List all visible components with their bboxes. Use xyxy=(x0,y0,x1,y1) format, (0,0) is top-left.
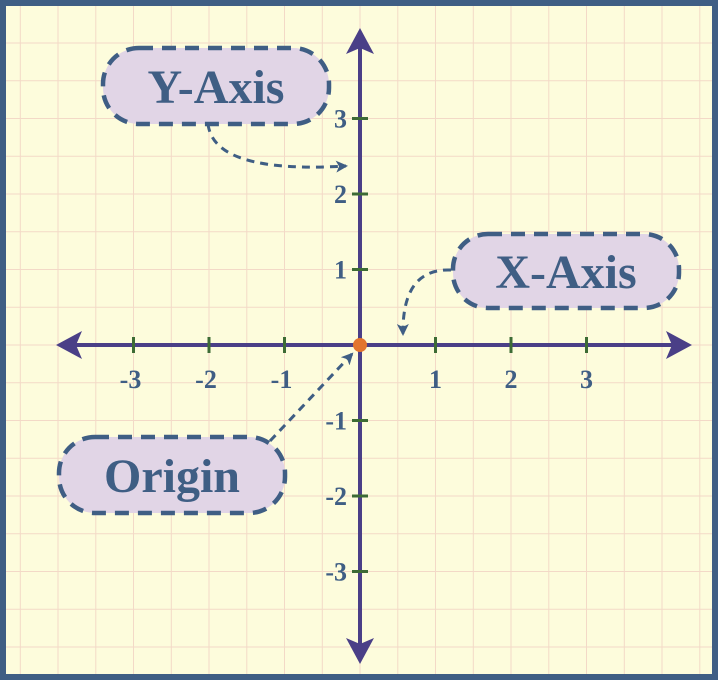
y-axis-bottom-arrow xyxy=(346,638,374,664)
y-axis-callout-box xyxy=(100,45,332,127)
axis-ticks xyxy=(132,117,588,573)
y-axis-tick-label: 1 xyxy=(334,256,347,285)
y-axis-callout: Y-Axis xyxy=(100,45,348,173)
origin-pointer-arrow xyxy=(268,352,354,443)
y-axis-tick-label: 2 xyxy=(334,180,347,209)
y-axis-pointer-arrow xyxy=(206,123,348,173)
x-axis-right-arrow xyxy=(666,331,692,359)
origin-callout-label: Origin xyxy=(104,450,240,503)
y-axis-tick-label: -2 xyxy=(325,482,347,511)
x-axis-tick-label: -3 xyxy=(120,365,142,394)
x-axis-callout: X-Axis xyxy=(396,231,682,336)
x-axis-tick-label: -2 xyxy=(195,365,217,394)
x-axis-tick-label: 1 xyxy=(429,365,442,394)
x-axis-tick-label: -1 xyxy=(271,365,293,394)
x-axis-callout-box xyxy=(450,231,682,311)
x-axis-tick-label: 3 xyxy=(580,365,593,394)
origin-point xyxy=(353,338,367,352)
x-axis-tick-label: 2 xyxy=(505,365,518,394)
y-axis-callout-label: Y-Axis xyxy=(148,61,285,114)
y-axis-tick-label: -1 xyxy=(325,407,347,436)
x-axis-left-arrow xyxy=(56,331,82,359)
axis-tick-labels: -3 -2 -1 1 2 3 3 2 1 -1 -2 -3 xyxy=(120,105,593,587)
y-axis-top-arrow xyxy=(346,28,374,54)
origin-callout: Origin xyxy=(56,352,354,516)
y-axis-tick-label: 3 xyxy=(334,105,347,134)
origin-callout-box xyxy=(56,434,288,516)
x-axis-callout-label: X-Axis xyxy=(495,246,636,299)
x-axis xyxy=(56,331,692,359)
y-axis-tick-label: -3 xyxy=(325,558,347,587)
